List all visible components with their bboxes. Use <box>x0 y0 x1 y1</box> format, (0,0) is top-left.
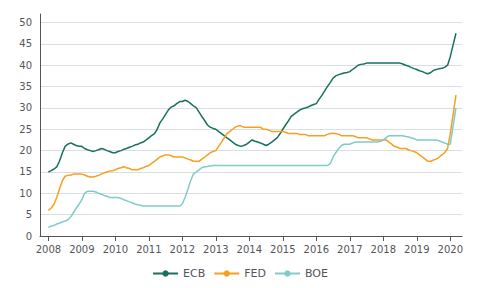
svg-text:45: 45 <box>19 38 32 49</box>
svg-text:BOE: BOE <box>305 267 328 280</box>
svg-text:ECB: ECB <box>183 267 205 280</box>
svg-text:0: 0 <box>26 231 32 242</box>
svg-text:2008: 2008 <box>36 244 61 255</box>
svg-text:2014: 2014 <box>237 244 262 255</box>
svg-text:2015: 2015 <box>270 244 295 255</box>
svg-text:10: 10 <box>19 188 32 199</box>
svg-text:40: 40 <box>19 60 32 71</box>
svg-text:2009: 2009 <box>69 244 94 255</box>
svg-text:2019: 2019 <box>404 244 429 255</box>
svg-text:FED: FED <box>244 267 266 280</box>
svg-text:2018: 2018 <box>371 244 396 255</box>
svg-text:2016: 2016 <box>304 244 329 255</box>
svg-text:2011: 2011 <box>136 244 161 255</box>
svg-text:30: 30 <box>19 102 32 113</box>
svg-text:50: 50 <box>19 17 32 28</box>
svg-text:35: 35 <box>19 81 32 92</box>
svg-text:2017: 2017 <box>337 244 362 255</box>
svg-text:2020: 2020 <box>438 244 463 255</box>
svg-text:2013: 2013 <box>203 244 228 255</box>
svg-text:20: 20 <box>19 145 32 156</box>
svg-text:2012: 2012 <box>170 244 195 255</box>
svg-text:25: 25 <box>19 124 32 135</box>
svg-text:5: 5 <box>26 209 32 220</box>
svg-text:15: 15 <box>19 166 32 177</box>
svg-text:2010: 2010 <box>103 244 128 255</box>
